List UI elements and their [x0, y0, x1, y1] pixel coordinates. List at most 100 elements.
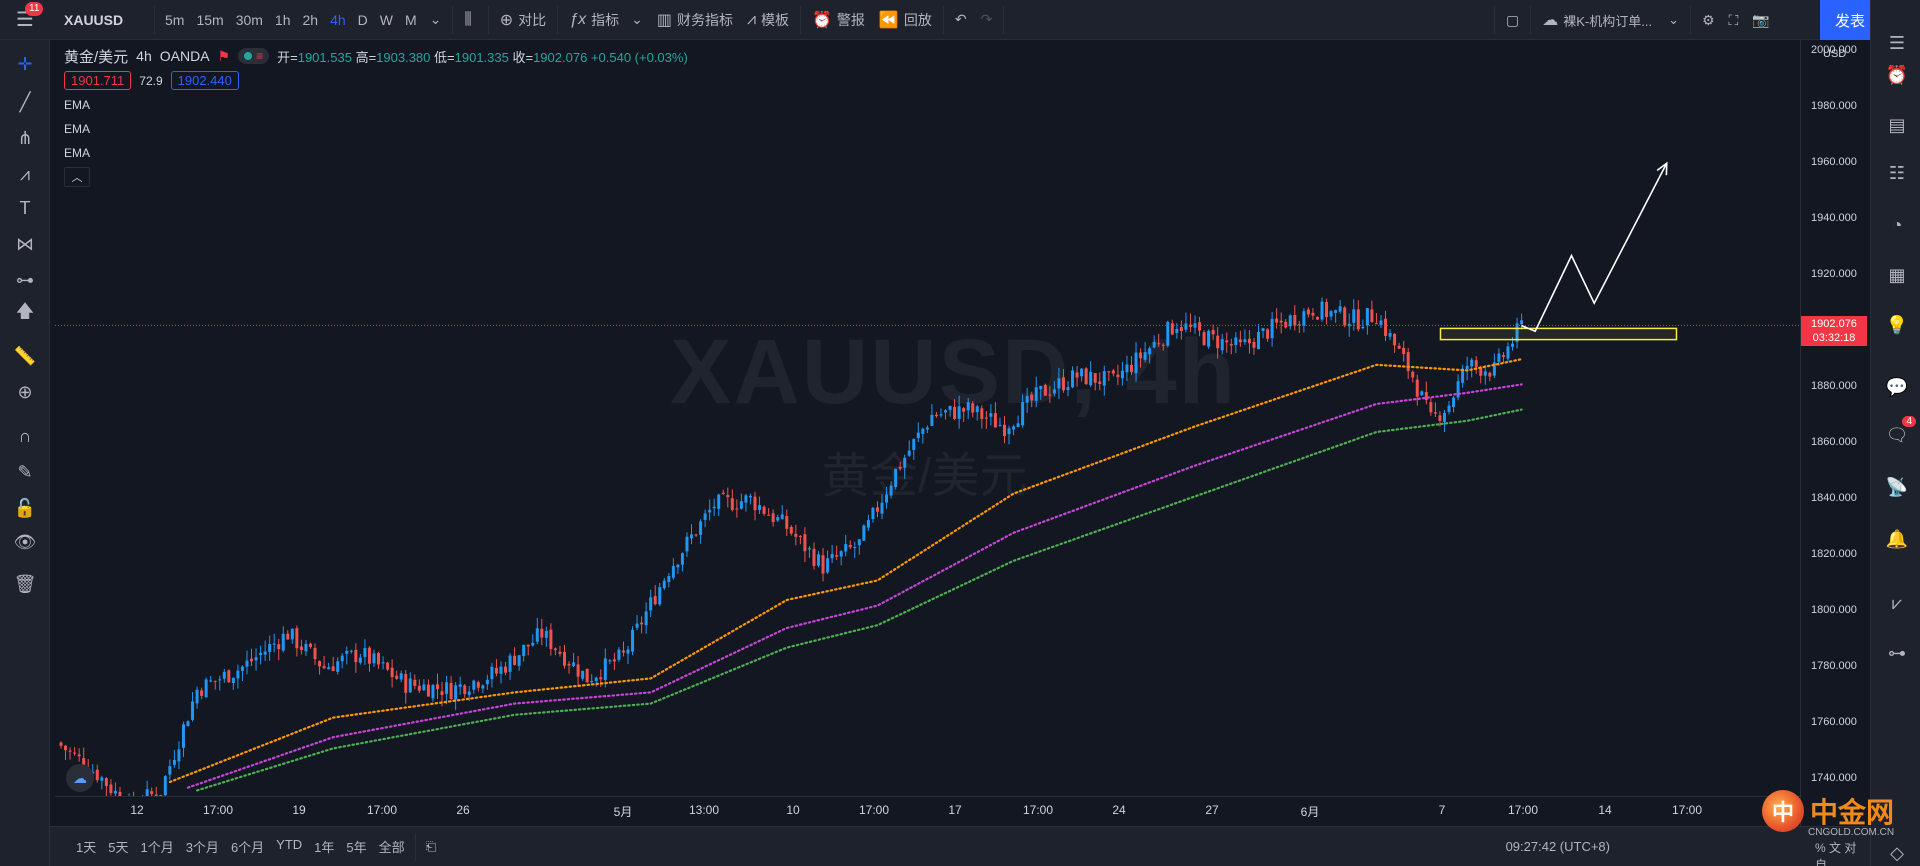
interval-5m[interactable]: 5m [165, 11, 185, 28]
interval-D[interactable]: D [357, 11, 368, 28]
legend-symbol[interactable]: 黄金/美元 [64, 48, 129, 66]
buy-button[interactable]: 1902.440 [170, 71, 239, 90]
news-icon[interactable]: ▤ [1888, 114, 1906, 135]
candle-body [1143, 352, 1147, 360]
range-button[interactable]: 全部 [378, 840, 405, 855]
indicator-ema-2[interactable]: EMA [64, 122, 91, 136]
brand-url: CNGOLD.COM.CN [1808, 827, 1895, 838]
ideas-bulb-icon[interactable]: 💡 [1885, 314, 1909, 335]
range-button[interactable]: 1个月 [140, 840, 174, 855]
pencil-lock-icon[interactable]: ✎ [17, 461, 33, 482]
interval-4h[interactable]: 4h [330, 11, 346, 28]
arrow-up-icon[interactable]: 🡅 [15, 301, 35, 321]
interval-30m[interactable]: 30m [235, 11, 263, 28]
templates-button[interactable]: ⩘ 模板 [740, 0, 796, 40]
price-chart[interactable] [55, 40, 1800, 796]
menu-button[interactable]: ☰ 11 [0, 0, 50, 40]
scale-options[interactable]: % 文 对 自 [1815, 841, 1857, 866]
crosshair-icon[interactable]: ✛ [17, 53, 33, 74]
trash-icon[interactable]: 🗑 [13, 573, 37, 594]
candle-body [522, 644, 526, 656]
pattern-icon[interactable]: ⩘ [19, 163, 31, 184]
interval-W[interactable]: W [379, 11, 393, 28]
market-status-pill[interactable]: ≡ [238, 48, 270, 64]
candle-body [494, 667, 498, 674]
pitchfork-icon[interactable]: ⋔ [17, 127, 33, 148]
hotlist-icon[interactable]: ◔ [1891, 214, 1903, 235]
alert-button[interactable]: ⏰ 警报 [805, 0, 872, 40]
measure-icon[interactable]: 📏 [13, 345, 37, 366]
financials-button[interactable]: ▥ 财务指标 [650, 0, 740, 40]
range-button[interactable]: 1年 [314, 840, 335, 855]
xabcd-pattern-icon[interactable]: ⋈ [16, 233, 34, 254]
cloud-logo-icon[interactable]: ☁ [66, 764, 94, 792]
text-icon[interactable]: T [19, 197, 31, 218]
candle-body [957, 406, 961, 419]
indicators-button[interactable]: ƒx 指标 ⌄ [562, 0, 650, 40]
candle-body [621, 650, 625, 653]
undo-button[interactable]: ↶ [948, 0, 974, 40]
candle-body [440, 691, 444, 696]
candle-body [82, 758, 86, 770]
ruler-lines-icon[interactable]: ⊶ [16, 269, 34, 290]
range-button[interactable]: 3个月 [185, 840, 219, 855]
eye-icon[interactable]: 👁 [13, 531, 37, 552]
time-tick-label: 13:00 [688, 803, 720, 817]
right-sidebar: ☰ ⏰ ▤ ☷ ◔ ▦ 💡 💬 🗨 4 📡 🔔 ⩗ ⊶ ◇ [1870, 0, 1920, 866]
chart-type-button[interactable]: ⫼ [457, 0, 483, 40]
compare-button[interactable]: ⊕ 对比 [493, 0, 553, 40]
interval-1h[interactable]: 1h [274, 11, 291, 28]
data-window-icon[interactable]: ☷ [1888, 162, 1906, 183]
broadcast-icon[interactable]: 📡 [1885, 476, 1909, 497]
watchlist-icon[interactable]: ☰ [1888, 32, 1906, 53]
candle-body [331, 666, 335, 672]
templates-label: 模板 [760, 11, 789, 28]
sell-button[interactable]: 1901.711 [64, 71, 132, 90]
alarm-clock-icon[interactable]: ⏰ [1885, 64, 1909, 85]
interval-15m[interactable]: 15m [196, 11, 224, 28]
screenshot-button[interactable]: 📷 [1745, 0, 1776, 40]
candle-body [200, 690, 204, 696]
candle-body [1198, 322, 1202, 331]
chat-icon[interactable]: 💬 [1885, 376, 1909, 397]
magnet-icon[interactable]: ∩ [18, 425, 32, 446]
chart-lines-icon[interactable]: ⩗ [1891, 592, 1903, 613]
layout-button[interactable]: ▢ [1499, 0, 1526, 40]
interval-dropdown[interactable]: ⌄ [423, 0, 449, 40]
clock[interactable]: 09:27:42 (UTC+8) [1505, 839, 1610, 854]
fullscreen-button[interactable]: ⛶ [1722, 0, 1746, 40]
price-axis[interactable]: USD 2000.000 1980.000 1960.000 1940.000 1920… [1800, 40, 1870, 826]
interval-M[interactable]: M [405, 11, 417, 28]
indicator-ema-3[interactable]: EMA [64, 146, 91, 160]
lock-icon[interactable]: 🔓 [13, 497, 37, 518]
layout-select[interactable]: ☁ 裸K-机构订单... ⌄ [1535, 0, 1686, 40]
messages-icon[interactable]: 🗨 4 [1884, 416, 1916, 448]
range-button[interactable]: YTD [276, 837, 303, 852]
settings-button[interactable]: ⚙ [1695, 0, 1722, 40]
notifications-icon[interactable]: 🔔 [1885, 528, 1909, 549]
flag-icon[interactable]: ⚑ [217, 47, 231, 64]
redo-button[interactable]: ↷ [974, 0, 1000, 40]
interval-2h[interactable]: 2h [302, 11, 319, 28]
range-button[interactable]: 6个月 [230, 840, 265, 855]
collapse-legend-button[interactable]: ︿ [64, 167, 90, 187]
time-tick-label: 6月 [1300, 805, 1320, 819]
indicator-ema-1[interactable]: EMA [64, 98, 91, 112]
candle-body [1084, 368, 1088, 385]
candle-body [422, 684, 426, 691]
expand-icon[interactable]: ◇ [1890, 842, 1904, 863]
range-button[interactable]: 5年 [346, 840, 367, 855]
range-button[interactable]: 5天 [108, 840, 129, 855]
candle-body [181, 724, 185, 748]
symbol-search[interactable]: XAUUSD [64, 11, 124, 28]
ohlc-values: 开=1901.535 高=1903.380 低=1901.335 收=1902.… [277, 47, 688, 66]
trend-line-icon[interactable]: ╱ [19, 91, 31, 112]
goto-date-button[interactable]: ⎗ [420, 839, 442, 855]
zoom-in-icon[interactable]: ⊕ [17, 381, 33, 402]
time-axis[interactable]: 12 17:00 19 17:00 26 5月 13:00 10 17:00 17 17:00 24 2… [55, 796, 1800, 824]
order-panel-icon[interactable]: ⊶ [1888, 642, 1906, 663]
replay-button[interactable]: ⏪ 回放 [872, 0, 939, 40]
calendar-icon[interactable]: ▦ [1888, 264, 1906, 285]
candle-body [1406, 352, 1410, 372]
range-button[interactable]: 1天 [76, 840, 97, 855]
